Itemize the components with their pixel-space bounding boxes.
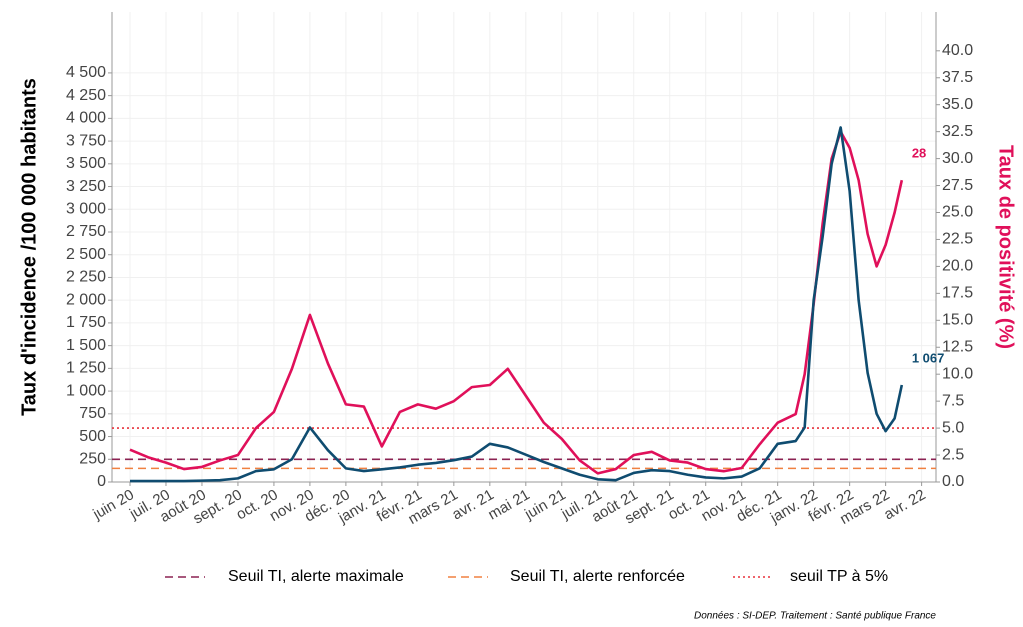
data-label: 1 067 bbox=[912, 350, 945, 365]
y-tick-label: 4 250 bbox=[66, 87, 106, 104]
legend-label: Seuil TI, alerte renforcée bbox=[510, 568, 685, 585]
y2-tick-label: 25.0 bbox=[942, 204, 973, 221]
y-axis-label: Taux d'incidence /100 000 habitants bbox=[18, 78, 40, 416]
source-note: Données : SI-DEP. Traitement : Santé pub… bbox=[694, 611, 936, 622]
data-label: 28 bbox=[912, 146, 926, 161]
y-tick-label: 1 750 bbox=[66, 314, 106, 331]
y2-tick-label: 37.5 bbox=[942, 69, 973, 86]
y2-tick-label: 30.0 bbox=[942, 150, 973, 167]
y-tick-label: 4 000 bbox=[66, 110, 106, 127]
y2-tick-label: 40.0 bbox=[942, 42, 973, 59]
legend-label: Seuil TI, alerte maximale bbox=[228, 568, 404, 585]
series-line bbox=[129, 126, 904, 483]
y-tick-label: 1 000 bbox=[66, 382, 106, 399]
y-tick-label: 250 bbox=[79, 450, 106, 467]
y-tick-label: 4 500 bbox=[66, 64, 106, 81]
y2-tick-label: 22.5 bbox=[942, 231, 973, 248]
legend-label: seuil TP à 5% bbox=[790, 568, 888, 585]
y-tick-label: 3 750 bbox=[66, 132, 106, 149]
y2-tick-label: 32.5 bbox=[942, 123, 973, 140]
y-tick-label: 750 bbox=[79, 405, 106, 422]
y2-tick-label: 7.5 bbox=[942, 392, 964, 409]
y-tick-label: 2 250 bbox=[66, 269, 106, 286]
y2-axis-label: Taux de positivité (%) bbox=[995, 145, 1017, 349]
y2-tick-label: 10.0 bbox=[942, 365, 973, 382]
x-tick-label: avr. 22 bbox=[881, 486, 928, 523]
y-tick-label: 500 bbox=[79, 428, 106, 445]
y2-tick-label: 20.0 bbox=[942, 258, 973, 275]
y2-tick-label: 0.0 bbox=[942, 473, 964, 490]
x-tick-label: juin 21 bbox=[521, 486, 569, 523]
y2-tick-label: 15.0 bbox=[942, 312, 973, 329]
y-tick-label: 1 500 bbox=[66, 337, 106, 354]
y-tick-label: 1 250 bbox=[66, 360, 106, 377]
y2-tick-label: 5.0 bbox=[942, 419, 964, 436]
y-tick-label: 2 500 bbox=[66, 246, 106, 263]
y2-tick-label: 17.5 bbox=[942, 285, 973, 302]
y2-tick-label: 2.5 bbox=[942, 446, 964, 463]
y2-tick-label: 27.5 bbox=[942, 177, 973, 194]
y2-tick-label: 35.0 bbox=[942, 96, 973, 113]
y-tick-label: 3 500 bbox=[66, 155, 106, 172]
x-tick-label: mai 21 bbox=[485, 486, 532, 523]
y-tick-label: 0 bbox=[97, 473, 106, 490]
y-tick-label: 3 000 bbox=[66, 200, 106, 217]
x-tick-label: juin 20 bbox=[89, 486, 137, 523]
y-tick-label: 2 000 bbox=[66, 291, 106, 308]
y-tick-label: 2 750 bbox=[66, 223, 106, 240]
plot-background bbox=[112, 12, 936, 482]
y2-tick-label: 12.5 bbox=[942, 338, 973, 355]
y-tick-label: 3 250 bbox=[66, 178, 106, 195]
